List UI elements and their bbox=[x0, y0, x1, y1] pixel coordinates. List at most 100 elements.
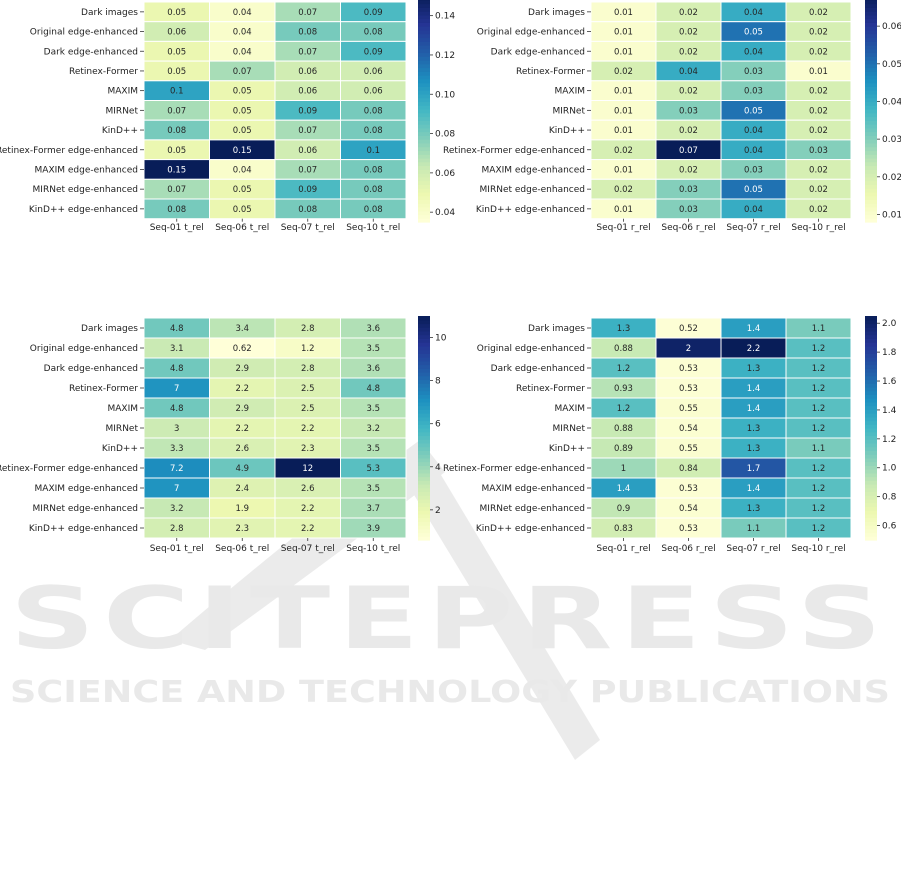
colorbar-segment bbox=[418, 48, 430, 54]
cell-value-label: 1.2 bbox=[812, 364, 826, 374]
colorbar-segment bbox=[865, 420, 877, 425]
colorbar-segment bbox=[865, 150, 877, 155]
cell-value-label: 0.08 bbox=[167, 126, 186, 136]
cell-value-label: 2.6 bbox=[235, 444, 249, 454]
colorbar-segment bbox=[865, 56, 877, 61]
colorbar-segment bbox=[865, 330, 877, 336]
cell-value-label: 0.02 bbox=[679, 8, 698, 18]
colorbar-tick-label: 0.14 bbox=[435, 12, 455, 22]
cell-value-label: 1.3 bbox=[747, 364, 761, 374]
cell-value-label: 0.02 bbox=[809, 47, 828, 57]
row-label: MAXIM bbox=[554, 87, 585, 97]
row-label: MAXIM bbox=[107, 404, 138, 414]
colorbar-segment bbox=[418, 465, 430, 470]
colorbar-segment bbox=[418, 165, 430, 170]
colorbar-tick-label: 6 bbox=[435, 420, 441, 430]
column-label: Seq-01 r_rel bbox=[596, 544, 650, 554]
colorbar-segment bbox=[418, 398, 430, 403]
colorbar-segment bbox=[418, 364, 430, 369]
cell-value-label: 0.08 bbox=[167, 205, 186, 215]
colorbar-segment bbox=[418, 191, 430, 197]
colorbar-segment bbox=[865, 195, 877, 200]
colorbar-segment bbox=[865, 502, 877, 507]
cell-value-label: 0.02 bbox=[614, 146, 633, 156]
colorbar-segment bbox=[865, 18, 877, 23]
colorbar-segment bbox=[865, 513, 877, 519]
colorbar-segment bbox=[418, 510, 430, 515]
colorbar-segment bbox=[865, 424, 877, 429]
cell-value-label: 1.7 bbox=[747, 464, 761, 474]
cell-value-label: 0.07 bbox=[298, 47, 317, 57]
cell-value-label: 0.06 bbox=[298, 146, 317, 156]
colorbar-segment bbox=[418, 420, 430, 425]
cell-value-label: 0.93 bbox=[614, 384, 633, 394]
colorbar-segment bbox=[865, 435, 877, 440]
heatmap-4: 1.3 0.52 1.4 1.1 0.88 2 2.2 1.2 1.2 0.53 1.3 1.2 0.9… bbox=[443, 316, 897, 554]
row-label: KinD++ bbox=[549, 126, 585, 136]
colorbar-segment bbox=[865, 206, 877, 212]
colorbar-segment bbox=[865, 454, 877, 459]
cell-value-label: 0.01 bbox=[614, 87, 633, 97]
colorbar-segment bbox=[865, 342, 877, 347]
cell-value-label: 2.2 bbox=[301, 424, 315, 434]
cell-value-label: 0.02 bbox=[679, 87, 698, 97]
colorbar-segment bbox=[418, 372, 430, 377]
colorbar-tick-label: 1.8 bbox=[882, 348, 897, 358]
cell-value-label: 0.03 bbox=[744, 165, 763, 175]
colorbar-segment bbox=[418, 480, 430, 485]
colorbar-segment bbox=[865, 37, 877, 42]
colorbar-segment bbox=[865, 142, 877, 148]
cell-value-label: 2.3 bbox=[301, 444, 315, 454]
colorbar-segment bbox=[418, 41, 430, 46]
colorbar-segment bbox=[418, 506, 430, 511]
cell-value-label: 0.01 bbox=[614, 8, 633, 18]
row-label: Dark edge-enhanced bbox=[491, 364, 585, 374]
colorbar-segment bbox=[418, 461, 430, 466]
cell-value-label: 0.06 bbox=[364, 87, 383, 97]
cell-value-label: 2.2 bbox=[301, 524, 315, 534]
cell-value-label: 0.05 bbox=[167, 47, 186, 57]
cell-value-label: 0.04 bbox=[233, 28, 252, 38]
cell-value-label: 0.07 bbox=[233, 67, 252, 77]
cell-value-label: 0.09 bbox=[298, 106, 317, 116]
colorbar-segment bbox=[865, 191, 877, 197]
colorbar-segment bbox=[418, 513, 430, 519]
cell-value-label: 2.2 bbox=[235, 384, 249, 394]
cell-value-label: 0.02 bbox=[614, 185, 633, 195]
cell-value-label: 1 bbox=[621, 464, 626, 474]
colorbar-segment bbox=[418, 390, 430, 395]
row-label: MAXIM edge-enhanced bbox=[35, 484, 138, 494]
colorbar-segment bbox=[418, 33, 430, 39]
colorbar-tick-label: 0.03 bbox=[882, 135, 901, 145]
colorbar-segment bbox=[418, 173, 430, 178]
cell-value-label: 0.09 bbox=[364, 8, 383, 18]
cell-value-label: 1.1 bbox=[747, 524, 761, 534]
column-label: Seq-10 t_rel bbox=[346, 223, 400, 233]
cell-value-label: 0.07 bbox=[298, 126, 317, 136]
row-label: Original edge-enhanced bbox=[477, 344, 585, 354]
colorbar-segment bbox=[865, 472, 877, 478]
cell-value-label: 0.02 bbox=[809, 8, 828, 18]
colorbar-segment bbox=[418, 101, 430, 106]
colorbar-segment bbox=[865, 349, 877, 354]
cell-value-label: 2.3 bbox=[235, 524, 249, 534]
colorbar-segment bbox=[418, 157, 430, 163]
colorbar-segment bbox=[418, 476, 430, 481]
colorbar-segment bbox=[418, 195, 430, 200]
colorbar-tick-label: 0.8 bbox=[882, 493, 897, 503]
colorbar-segment bbox=[418, 105, 430, 110]
row-label: MAXIM edge-enhanced bbox=[35, 165, 138, 175]
colorbar-segment bbox=[865, 398, 877, 403]
row-label: Dark edge-enhanced bbox=[44, 47, 138, 57]
colorbar-segment bbox=[865, 357, 877, 362]
colorbar-segment bbox=[418, 90, 430, 95]
colorbar-segment bbox=[865, 109, 877, 114]
column-label: Seq-07 t_rel bbox=[281, 544, 335, 554]
cell-value-label: 0.83 bbox=[614, 524, 633, 534]
colorbar-segment bbox=[418, 18, 430, 23]
colorbar-segment bbox=[865, 146, 877, 152]
cell-value-label: 1.9 bbox=[235, 504, 249, 514]
cell-value-label: 0.03 bbox=[679, 205, 698, 215]
cell-value-label: 0.05 bbox=[744, 185, 763, 195]
